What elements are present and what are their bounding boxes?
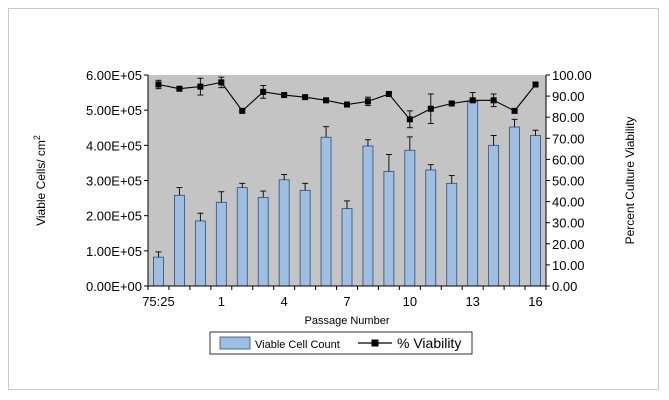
legend-line-marker [371,339,379,347]
right-tick-label-6: 60.00 [552,152,585,167]
viability-point-8 [323,97,330,104]
right-y-axis-label: Percent Culture Viability [623,117,637,245]
x-tick-label-0: 75:25 [142,294,175,309]
bar-18 [530,135,541,287]
x-tick-label-3: 7 [343,294,350,309]
left-tick-label-0: 0.00E+00 [86,279,142,294]
bar-14 [446,182,458,287]
bar-5 [257,196,269,287]
left-y-axis-label: Viable Cells/ cm2 [32,135,48,226]
x-tick-label-2: 4 [281,294,288,309]
legend-line-label: % Viability [397,335,461,351]
right-tick-label-3: 30.00 [552,216,585,231]
viability-point-18 [532,81,539,88]
right-tick-label-10: 100.00 [552,68,592,83]
bar-12 [404,149,416,287]
bar-8 [320,136,332,287]
legend-box [209,331,473,355]
viability-point-17 [511,107,518,114]
viability-point-7 [302,94,309,101]
bar-4 [236,187,248,287]
x-axis-label: Passage Number [305,315,390,327]
bar-1 [174,194,185,287]
legend-bar-label: Viable Cell Count [255,339,340,351]
bar-10 [362,145,374,287]
legend: Viable Cell Count % Viability [209,331,473,355]
viability-point-9 [344,101,350,108]
viability-point-0 [155,81,162,88]
bar-15 [467,100,479,287]
left-tick-label-5: 5.00E+05 [86,103,142,118]
right-tick-label-5: 50.00 [552,174,585,189]
viability-point-1 [176,85,183,92]
bar-9 [341,208,353,287]
bar-3 [215,201,227,287]
left-tick-label-1: 1.00E+05 [86,244,142,259]
bar-0 [153,256,164,287]
bar-7 [299,189,311,287]
right-tick-label-4: 40.00 [552,195,585,210]
viability-point-14 [448,100,455,107]
viability-point-13 [427,105,434,112]
viability-point-16 [490,97,497,104]
line-layer [155,76,539,129]
right-tick-label-7: 70.00 [552,131,585,146]
viability-point-5 [260,88,267,95]
right-tick-label-8: 80.00 [552,110,585,125]
bar-6 [278,179,290,287]
axes-layer: 0.00E+00 1.00E+05 2.00E+05 3.00E+05 4.00E+05… [86,68,592,309]
viability-point-6 [281,92,288,99]
viability-point-4 [239,107,246,114]
left-tick-label-2: 2.00E+05 [86,209,142,224]
right-tick-label-2: 20.00 [552,237,585,252]
legend-bar-swatch [219,336,251,350]
left-tick-label-3: 3.00E+05 [86,174,142,189]
right-tick-label-1: 10.00 [552,258,585,273]
left-tick-label-4: 4.00E+05 [86,138,142,153]
right-tick-label-0: 0.00 [552,279,577,294]
viability-point-3 [218,79,225,86]
x-tick-label-6: 16 [528,294,542,309]
bar-2 [194,220,206,287]
viability-point-15 [469,97,476,104]
viability-point-11 [385,90,392,97]
left-tick-label-6: 6.00E+05 [86,68,142,83]
bar-13 [425,169,437,287]
bar-17 [509,126,520,287]
bar-16 [488,144,500,287]
viability-point-12 [406,116,413,123]
viability-point-10 [364,98,371,105]
x-tick-label-5: 13 [465,294,479,309]
x-tick-label-4: 10 [403,294,417,309]
left-y-axis-label-superscript: 2 [32,135,42,140]
x-tick-label-1: 1 [218,294,225,309]
left-y-axis-label-text: Viable Cells/ cm [34,140,48,226]
bar-11 [383,170,395,287]
right-tick-label-9: 90.00 [552,89,585,104]
viability-point-2 [197,83,204,90]
